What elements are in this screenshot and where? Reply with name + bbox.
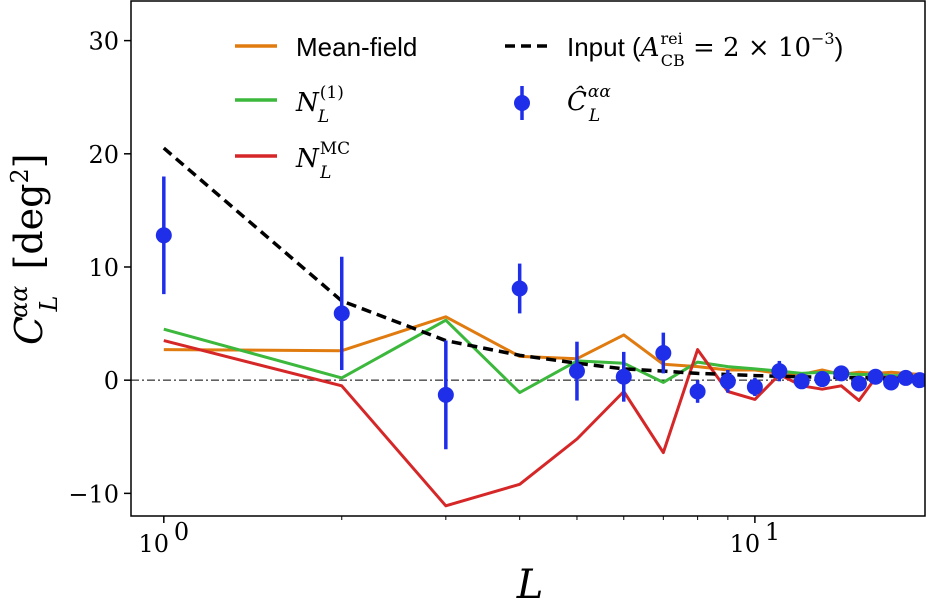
data-point-estimate [867,368,884,385]
data-point-estimate [719,369,736,393]
y-tick-label: −10 [68,480,119,508]
x-tick-exponent: 0 [174,518,189,546]
data-point-estimate [793,373,810,390]
point-marker [814,371,831,388]
y-tick-label: 10 [88,254,119,282]
data-point-estimate [771,360,788,382]
data-point-estimate [883,374,900,391]
y-label-sup: αα [5,286,33,318]
series-line-nmc [163,339,920,508]
point-marker [437,386,454,403]
point-marker [793,373,810,390]
x-axis-ticks: 10 0 10 1 [139,516,780,558]
y-label-unit-close: ] [7,153,51,168]
data-point-estimate [655,332,672,374]
legend: Mean-field N(1) L NMC L Input (Arei CB = 2 … [235,29,843,183]
data-point-estimate [833,365,850,382]
data-point-estimate [897,369,914,386]
svg-text:CααL [deg2]: CααL [deg2] [5,153,63,345]
x-axis-label: L [516,562,544,608]
data-point-estimate [615,351,632,402]
point-marker [568,363,585,380]
data-point-estimate [814,371,831,388]
legend-label-mean-field: Mean-field [296,32,417,62]
legend-swatch-estimate [514,86,530,120]
legend-label-estimate: Ĉαα L [567,82,611,126]
point-marker [615,368,632,385]
plot-inner [131,146,925,508]
point-marker [655,345,672,362]
point-marker [867,368,884,385]
legend-label-n1: N(1) L [295,83,344,127]
data-point-estimate [850,375,867,392]
y-label-unit: [deg [7,184,51,282]
point-marker [850,375,867,392]
point-marker [689,383,706,400]
y-tick-label: 30 [88,28,119,56]
point-marker [719,373,736,390]
point-marker [883,374,900,391]
y-axis-ticks: −10 0 10 20 30 [68,28,131,508]
point-marker [746,378,763,395]
data-point-estimate [155,176,172,295]
point-marker [771,363,788,380]
y-label-unit-sup: 2 [6,168,34,183]
x-tick-exponent: 1 [765,518,780,546]
y-label-main: C [7,316,51,345]
plot-area [130,0,926,517]
data-point-estimate [437,340,454,450]
data-point-estimate [511,263,528,314]
plot-frame [130,0,926,517]
legend-label-input: Input (Arei CB = 2 × 10−3) [567,29,843,70]
data-point-estimate [746,377,763,397]
legend-label-nmc: NMC L [295,139,350,183]
y-label-sub: L [35,296,63,313]
series-line-mean_field [163,315,920,376]
x-tick-label: 10 [139,530,170,558]
point-marker [511,280,528,297]
series-line-input [162,146,920,381]
data-point-estimate [911,372,925,389]
y-axis-label: CααL [deg2] [5,153,63,345]
point-marker [911,372,925,389]
data-point-estimate [333,256,350,370]
point-marker [333,305,350,322]
point-marker [155,227,172,244]
x-tick-label: 10 [730,530,761,558]
point-marker [833,365,850,382]
y-tick-label: 0 [104,367,119,395]
data-point-estimate [689,380,706,403]
point-marker [897,369,914,386]
data-point-estimate [568,341,585,401]
y-tick-label: 20 [88,141,119,169]
